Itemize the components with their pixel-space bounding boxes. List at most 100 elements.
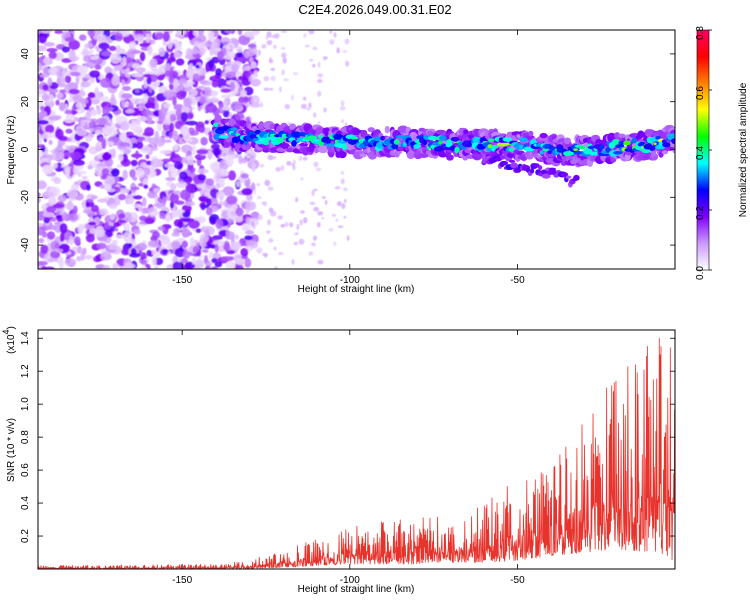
heatmap-noise-blob [240, 247, 249, 257]
heatmap-noise-blob [331, 213, 337, 217]
heatmap-noise-blob [43, 42, 55, 47]
heatmap-noise-blob [311, 242, 316, 247]
heatmap-noise-blob [45, 124, 55, 134]
heatmap-noise-blob [192, 246, 200, 254]
heatmap-ridge-peak [313, 139, 320, 143]
heatmap-noise-blob [346, 235, 350, 242]
heatmap-noise-blob [101, 152, 111, 161]
heatmap-noise-blob [147, 240, 159, 247]
heatmap-noise-blob [317, 90, 322, 97]
heatmap-noise-blob [204, 120, 210, 125]
heatmap-noise-blob [196, 183, 207, 189]
heatmap-noise-blob [95, 64, 101, 70]
heatmap-noise-blob [170, 183, 177, 191]
heatmap-noise-blob [340, 171, 345, 175]
heatmap-noise-blob [125, 109, 135, 114]
heatmap-noise-blob [250, 78, 261, 87]
heatmap-noise-blob [38, 192, 41, 197]
heatmap-noise-blob [227, 170, 237, 181]
heatmap-noise-blob [131, 72, 144, 78]
heatmap-noise-blob [273, 246, 277, 251]
heatmap-noise-blob [90, 195, 98, 200]
heatmap-noise-blob [223, 50, 236, 60]
heatmap-noise-blob [99, 184, 106, 189]
heatmap-ridge-core [662, 142, 671, 148]
heatmap-noise-blob [308, 58, 314, 62]
heatmap-noise-blob [120, 158, 131, 167]
heatmap-ridge-core [611, 138, 621, 146]
heatmap-noise-blob [199, 96, 206, 105]
heatmap-noise-blob [162, 248, 169, 255]
heatmap-noise-blob [139, 51, 146, 62]
heatmap-noise-blob [204, 103, 217, 113]
heatmap-noise-blob [181, 204, 192, 213]
heatmap-noise-blob [263, 200, 267, 207]
heatmap-ridge-core [605, 146, 611, 154]
heatmap-noise-blob [324, 199, 328, 205]
heatmap-noise-blob [164, 163, 173, 168]
heatmap-ridge-core [589, 151, 598, 156]
heatmap-noise-blob [234, 215, 244, 223]
heatmap-noise-blob [267, 154, 274, 161]
heatmap-noise-blob [217, 50, 224, 61]
heatmap-ridge-halo [672, 148, 675, 154]
heatmap-noise-blob [59, 232, 65, 243]
heatmap-noise-blob [333, 241, 337, 246]
heatmap-noise-blob [95, 141, 104, 152]
heatmap-noise-blob [248, 75, 253, 83]
heatmap-ridge-core [262, 141, 270, 146]
heatmap-noise-blob [180, 112, 188, 122]
heatmap-ridge-core [297, 137, 304, 142]
heatmap-noise-blob [167, 40, 173, 49]
heatmap-noise-blob [114, 32, 123, 42]
heatmap-ridge-peak [653, 142, 657, 146]
heatmap-noise-blob [293, 159, 296, 165]
heatmap-noise-blob [70, 151, 82, 160]
heatmap-noise-blob [315, 167, 322, 172]
spectrogram-x-tick-label: -150 [172, 275, 192, 286]
heatmap-noise-blob [300, 210, 305, 214]
heatmap-noise-blob [82, 77, 87, 82]
heatmap-noise-blob [253, 96, 258, 103]
heatmap-noise-blob [221, 94, 231, 99]
heatmap-noise-blob [41, 265, 47, 269]
heatmap-noise-blob [38, 61, 43, 73]
heatmap-noise-blob [169, 113, 177, 121]
heatmap-noise-blob [177, 164, 183, 171]
heatmap-noise-blob [266, 39, 273, 46]
snr-x-label: Height of straight line (km) [298, 584, 415, 595]
heatmap-noise-blob [183, 97, 191, 107]
heatmap-noise-blob [85, 136, 92, 143]
heatmap-tail-blob [530, 168, 535, 174]
heatmap-noise-blob [165, 212, 171, 221]
heatmap-ridge-core [445, 141, 453, 148]
heatmap-noise-blob [313, 235, 317, 241]
heatmap-noise-blob [159, 212, 166, 220]
heatmap-noise-blob [154, 102, 160, 112]
heatmap-noise-blob [171, 209, 178, 219]
heatmap-noise-blob [120, 121, 130, 131]
heatmap-noise-blob [313, 112, 317, 118]
heatmap-noise-blob [209, 75, 221, 82]
heatmap-noise-blob [208, 99, 220, 103]
heatmap-ridge-core [519, 144, 524, 150]
heatmap-ridge-core [573, 150, 583, 155]
heatmap-noise-blob [139, 115, 148, 122]
heatmap-noise-blob [87, 92, 96, 99]
heatmap-noise-blob [234, 241, 242, 248]
heatmap-noise-blob [269, 212, 275, 217]
heatmap-noise-blob [187, 155, 195, 166]
heatmap-noise-blob [311, 189, 315, 196]
heatmap-ridge-core [488, 138, 495, 143]
heatmap-noise-blob [248, 47, 252, 52]
heatmap-noise-blob [42, 57, 50, 65]
heatmap-noise-blob [204, 86, 212, 97]
heatmap-ridge-peak [438, 140, 443, 145]
heatmap-noise-blob [257, 214, 263, 220]
heatmap-noise-blob [340, 178, 345, 185]
heatmap-noise-blob [229, 81, 236, 92]
heatmap-noise-blob [195, 123, 201, 133]
heatmap-ridge-halo [228, 118, 236, 127]
heatmap-noise-blob [164, 63, 171, 71]
heatmap-tail-blob [560, 172, 569, 178]
